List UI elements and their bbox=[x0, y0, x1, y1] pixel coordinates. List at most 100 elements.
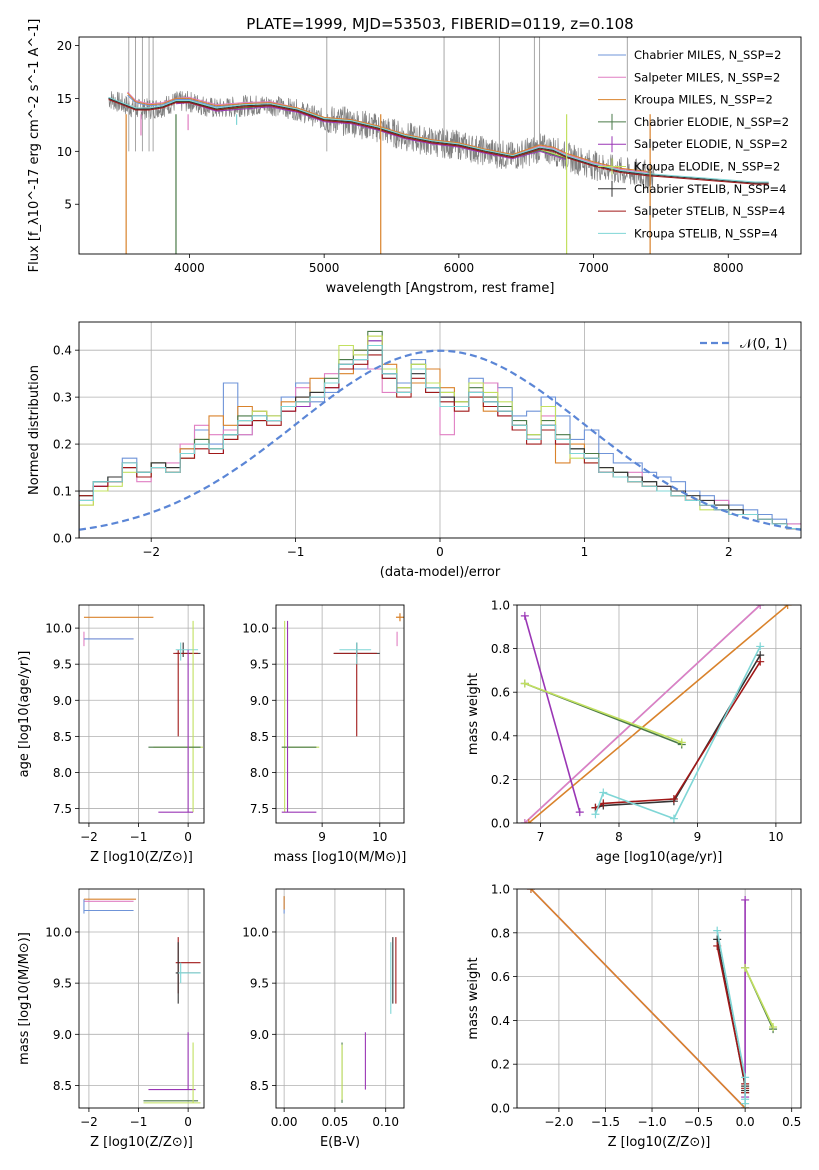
legend-label: Salpeter MILES, N_SSP=2 bbox=[634, 70, 780, 84]
x-axis-label: mass [log10(M/M⊙)] bbox=[274, 850, 407, 865]
x-tick-label: 9 bbox=[318, 830, 326, 844]
axes-frame bbox=[275, 888, 405, 1109]
weight-point bbox=[783, 605, 792, 609]
y-tick-label: 9.5 bbox=[53, 977, 72, 991]
y-axis-label: mass weight bbox=[466, 957, 481, 1039]
model-line-kroupa-stelib bbox=[108, 96, 769, 183]
model-line-salpeter-stelib bbox=[108, 99, 769, 185]
weight-point bbox=[756, 605, 765, 609]
x-tick-label: −1.0 bbox=[637, 1115, 666, 1129]
weight-line-salpeter-elodie bbox=[524, 615, 581, 813]
weight-line-kroupa-miles bbox=[528, 605, 789, 823]
y-axis-label: age [log10(age/yr)] bbox=[17, 651, 32, 778]
y-tick-label: 9.0 bbox=[250, 694, 269, 708]
weight-point bbox=[677, 738, 686, 747]
legend: 𝒩(0, 1) bbox=[700, 337, 787, 352]
weight-point bbox=[713, 926, 722, 935]
plot-area bbox=[79, 889, 204, 1108]
x-axis-label: (data-model)/error bbox=[380, 565, 501, 580]
panel-weight-vs-metallicity: −2.0 −1.5 −1.0 −0.5 0.0 0.5 0.0 0.2 0.4 0.6 0.8 1.0… bbox=[466, 883, 802, 1150]
panel-residual-histogram: −2 −1 0 1 2 0.0 0.1 0.2 0.3 0.4 (data-model)/error… bbox=[27, 321, 802, 580]
y-tick-label: 0.6 bbox=[491, 686, 510, 700]
axes-frame bbox=[78, 321, 802, 539]
x-tick-label: 0.5 bbox=[782, 1115, 801, 1129]
axes-frame bbox=[78, 604, 205, 824]
y-tick-label: 10.0 bbox=[242, 925, 269, 939]
histogram-kroupa-stelib bbox=[79, 344, 801, 538]
panel-age-vs-mass: 9 10 7.5 8.0 8.5 9.0 9.5 10.0 mass [log10(M/M⊙)] bbox=[242, 604, 407, 865]
x-tick-label: 7000 bbox=[578, 261, 609, 275]
axes-frame bbox=[78, 888, 205, 1109]
weight-point bbox=[575, 808, 584, 817]
y-tick-label: 0.8 bbox=[491, 926, 510, 940]
weight-point bbox=[524, 819, 533, 823]
axes-frame bbox=[78, 36, 802, 255]
y-tick-label: 0.1 bbox=[53, 485, 72, 499]
model-line-salpeter-elodie bbox=[175, 102, 567, 161]
y-tick-label: 15 bbox=[57, 92, 72, 106]
legend-label: Chabrier MILES, N_SSP=2 bbox=[634, 48, 781, 62]
y-tick-label: 0.4 bbox=[491, 1014, 510, 1028]
x-axis-label: age [log10(age/yr)] bbox=[596, 850, 723, 865]
legend-label: Chabrier ELODIE, N_SSP=2 bbox=[634, 115, 789, 129]
weight-line-salpeter-stelib bbox=[716, 945, 746, 1093]
x-tick-label: −1 bbox=[130, 1115, 148, 1129]
y-tick-label: 0.0 bbox=[491, 1102, 510, 1116]
weight-line-kroupa-elodie bbox=[524, 682, 683, 744]
axes-frame bbox=[516, 604, 802, 824]
y-axis-label: Flux [f_λ10^-17 erg cm^-2 s^-1 A^-1] bbox=[27, 19, 42, 273]
x-tick-label: −1.5 bbox=[591, 1115, 620, 1129]
y-tick-label: 9.0 bbox=[53, 694, 72, 708]
x-tick-label: 7 bbox=[537, 830, 545, 844]
x-tick-label: 4000 bbox=[174, 261, 205, 275]
x-tick-label: 0 bbox=[184, 1115, 192, 1129]
legend-label: Kroupa ELODIE, N_SSP=2 bbox=[634, 160, 780, 174]
panel-age-vs-metallicity: −2 −1 0 7.5 8.0 8.5 9.0 9.5 10.0 Z [log10(Z/Z⊙)] a… bbox=[17, 604, 205, 865]
x-tick-label: −2 bbox=[142, 545, 160, 559]
y-tick-label: 20 bbox=[57, 39, 72, 53]
y-tick-label: 5 bbox=[64, 198, 72, 212]
y-tick-label: 8.5 bbox=[250, 1079, 269, 1093]
weight-point bbox=[526, 889, 535, 893]
x-tick-label: 0 bbox=[184, 830, 192, 844]
y-tick-label: 0.2 bbox=[491, 773, 510, 787]
panel-weight-vs-age: 7 8 9 10 0.0 0.2 0.4 0.6 0.8 1.0 age [log10(age/yr… bbox=[466, 599, 802, 865]
x-axis-label: wavelength [Angstrom, rest frame] bbox=[326, 281, 555, 296]
plot-area bbox=[517, 605, 801, 823]
weight-line-kroupa-elodie bbox=[744, 967, 774, 1028]
x-tick-label: 0 bbox=[436, 545, 444, 559]
y-tick-label: 8.5 bbox=[53, 1079, 72, 1093]
y-axis-label: mass [log10(M/M⊙)] bbox=[17, 932, 32, 1065]
model-line-kroupa-miles bbox=[127, 92, 648, 172]
y-tick-label: 0.0 bbox=[53, 532, 72, 546]
x-tick-label: −2 bbox=[80, 830, 98, 844]
y-tick-label: 0.2 bbox=[53, 438, 72, 452]
axes-frame bbox=[275, 604, 405, 824]
figure-title: PLATE=1999, MJD=53503, FIBERID=0119, z=0… bbox=[246, 15, 633, 33]
y-tick-label: 1.0 bbox=[491, 599, 510, 613]
x-tick-label: −2 bbox=[80, 1115, 98, 1129]
x-tick-label: 10 bbox=[372, 830, 387, 844]
x-tick-label: 10 bbox=[768, 830, 783, 844]
weight-line-salpeter-miles bbox=[524, 605, 761, 823]
y-tick-label: 8.0 bbox=[53, 766, 72, 780]
y-axis-label: Normed distribution bbox=[27, 365, 42, 495]
y-tick-label: 8.5 bbox=[250, 730, 269, 744]
weight-point bbox=[591, 810, 600, 819]
weight-point bbox=[741, 1099, 750, 1108]
weight-point bbox=[756, 657, 765, 666]
legend-label: 𝒩(0, 1) bbox=[740, 337, 787, 352]
y-tick-label: 8.0 bbox=[250, 766, 269, 780]
plot-area bbox=[517, 889, 801, 1108]
y-tick-label: 9.5 bbox=[53, 658, 72, 672]
weight-line-chabrier-stelib bbox=[595, 654, 761, 809]
weight-point bbox=[599, 788, 608, 797]
y-tick-label: 0.0 bbox=[491, 817, 510, 831]
axes-frame bbox=[516, 888, 802, 1109]
x-tick-label: −1 bbox=[287, 545, 305, 559]
observed-spectrum-line bbox=[108, 90, 655, 189]
weight-line-kroupa-miles bbox=[530, 889, 746, 1108]
x-tick-label: 8 bbox=[615, 830, 623, 844]
weight-point bbox=[741, 963, 750, 972]
